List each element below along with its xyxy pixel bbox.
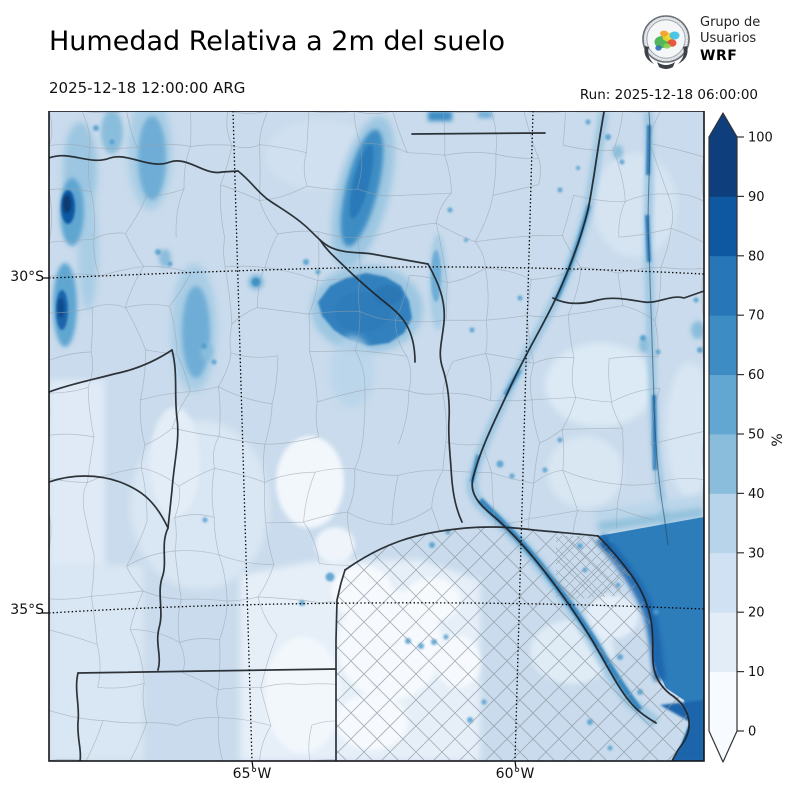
- colorbar-arrow-up: [709, 113, 737, 137]
- svg-text:90: 90: [748, 190, 765, 205]
- svg-text:0: 0: [748, 725, 756, 740]
- svg-text:10: 10: [748, 665, 765, 680]
- uruguay-river: [647, 111, 669, 546]
- lat-label-35s: 35°S: [10, 602, 44, 618]
- map-plot: [42, 111, 705, 769]
- svg-text:40: 40: [748, 487, 765, 502]
- lon-label-65w: 65°W: [232, 766, 272, 782]
- buenosaires-partidos: [336, 527, 690, 761]
- parana-river: [471, 111, 657, 724]
- colorbar-scale: [709, 137, 737, 732]
- logo-line3: WRF: [700, 47, 738, 64]
- lat-label-30s: 30°S: [10, 269, 44, 285]
- map-frame: [48, 111, 705, 762]
- svg-text:50: 50: [748, 428, 765, 443]
- humidity-specks: [93, 119, 703, 751]
- axis-ticks: [42, 277, 517, 769]
- colorbar-arrow-down: [709, 731, 737, 762]
- wrf-globe-icon: [642, 15, 690, 69]
- graticule-lines: [48, 111, 705, 762]
- svg-text:80: 80: [748, 249, 765, 264]
- page-title: Humedad Relativa a 2m del suelo: [49, 26, 505, 57]
- run-time-label: Run: 2025-12-18 06:00:00: [579, 87, 758, 103]
- lon-label-60w: 60°W: [495, 766, 535, 782]
- humidity-field: [49, 111, 704, 761]
- svg-text:100: 100: [748, 131, 773, 146]
- valid-time-label: 2025-12-18 12:00:00 ARG: [49, 79, 246, 97]
- svg-text:20: 20: [748, 606, 765, 621]
- svg-text:70: 70: [748, 309, 765, 324]
- coastline: [597, 535, 690, 761]
- logo-line1: Grupo de: [700, 15, 761, 30]
- logo-line2: Usuarios: [700, 31, 757, 47]
- colorbar-unit-label: %: [770, 433, 786, 446]
- wrf-group-logo: Grupo de Usuarios WRF: [638, 10, 798, 72]
- svg-text:30: 30: [748, 546, 765, 561]
- colorbar: 0 10 20 30 40 50 60 70 80 90 100 %: [708, 112, 786, 763]
- lat-35s-line: [48, 602, 705, 614]
- province-borders: [49, 111, 704, 761]
- svg-text:60: 60: [748, 368, 765, 383]
- colorbar-ticks: 0 10 20 30 40 50 60 70 80 90 100: [737, 131, 773, 740]
